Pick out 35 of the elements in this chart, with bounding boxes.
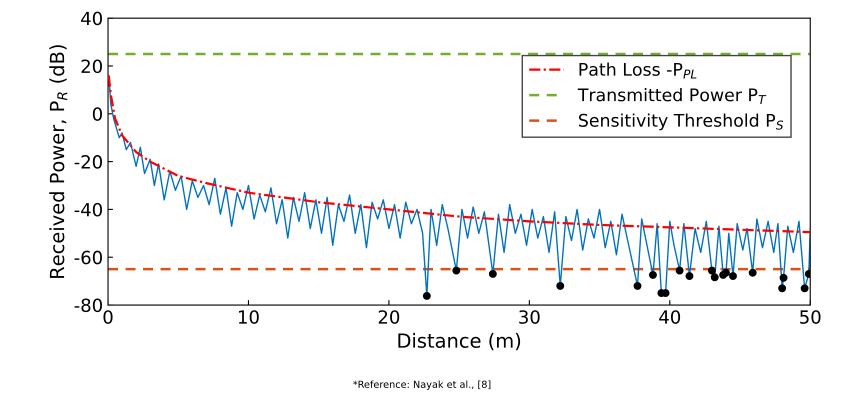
x-tick-label: 40 — [659, 310, 680, 324]
point — [710, 273, 719, 282]
y-tick-label: 20 — [82, 59, 102, 74]
point — [648, 270, 657, 279]
point — [729, 272, 737, 280]
y-tick-label: 0 — [92, 107, 102, 121]
point — [708, 266, 716, 275]
point — [780, 274, 788, 282]
y-tick-label: -40 — [74, 202, 102, 217]
x-tick-label: 30 — [519, 310, 540, 324]
text: *Reference: Nayak et al., [8] — [353, 380, 490, 390]
point — [686, 272, 694, 280]
point — [422, 292, 431, 300]
x-tick-label: 50 — [800, 310, 821, 324]
legend-label: Sensitivity Threshold P$_{S}$ — [578, 113, 784, 130]
x-tick-label: 0 — [103, 310, 113, 324]
point — [722, 268, 730, 277]
point — [634, 282, 642, 290]
point — [800, 284, 809, 292]
y-tick-label: -20 — [74, 155, 102, 169]
point — [748, 268, 757, 277]
x-axis-title: Distance (m) — [398, 332, 520, 350]
y-tick-label: 40 — [81, 12, 102, 26]
point — [778, 284, 786, 292]
y-tick-label: -60 — [74, 250, 102, 264]
x-tick-label: 20 — [378, 310, 400, 324]
legend-label: Transmitted Power P$_{T}$ — [578, 88, 766, 104]
y-tick-label: -80 — [74, 298, 102, 312]
point — [676, 266, 684, 275]
point — [452, 266, 460, 275]
y-axis-title: Received Power, P$_{R}$ (dB) — [49, 45, 68, 278]
legend-label: Path Loss -P$_{PL}$ — [580, 62, 696, 79]
point — [556, 282, 564, 290]
x-tick-label: 10 — [238, 310, 259, 324]
point — [488, 270, 497, 278]
